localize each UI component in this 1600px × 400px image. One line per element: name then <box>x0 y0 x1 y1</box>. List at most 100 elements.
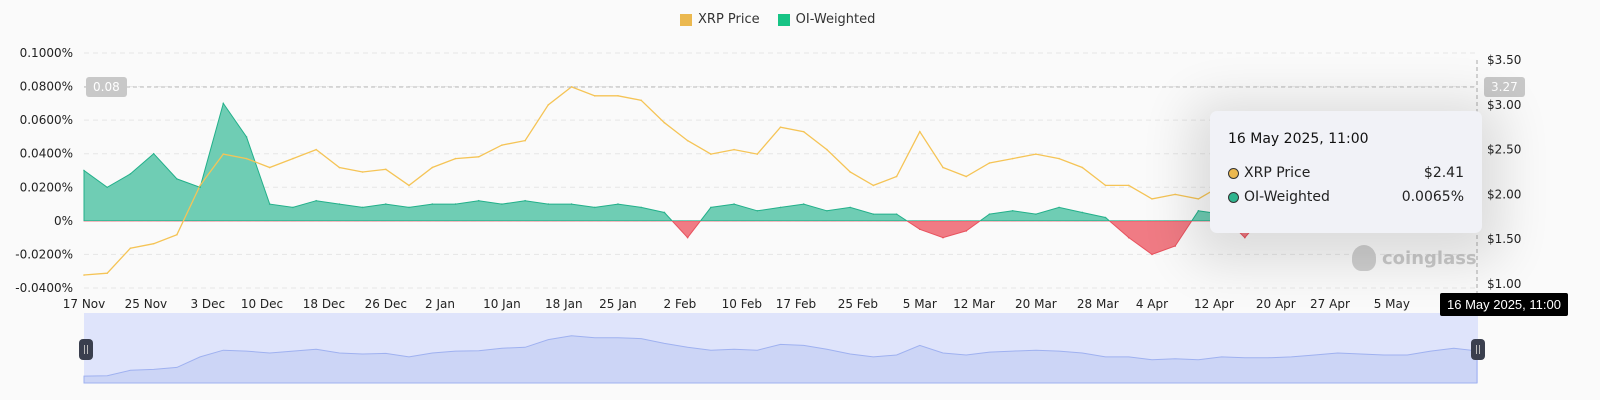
y-left-tick-label: 0.0200% <box>20 180 73 194</box>
xrp-price-point <box>222 153 225 155</box>
oi-weighted-point <box>593 206 596 209</box>
navigator-left-handle[interactable] <box>79 339 93 360</box>
y-left-tick-label: 0.1000% <box>20 46 73 60</box>
oi-weighted-point <box>617 203 619 205</box>
x-tick-label: 18 Dec <box>303 297 345 311</box>
x-tick-label: 10 Jan <box>483 297 521 311</box>
x-tick-label: 4 Apr <box>1136 297 1168 311</box>
y-right-tick-label: $1.50 <box>1487 232 1521 246</box>
x-tick-label: 3 Dec <box>190 297 225 311</box>
y-right-tick-label: $3.50 <box>1487 53 1521 67</box>
x-tick-label: 25 Feb <box>838 297 878 311</box>
legend-item-xrp-price[interactable]: XRP Price <box>680 12 760 27</box>
crosshair-x-label: 16 May 2025, 11:00 <box>1440 293 1568 316</box>
oi-weighted-point <box>1104 216 1107 219</box>
oi-weighted-point <box>547 203 550 205</box>
crosshair-left-label: 0.08 <box>86 77 127 97</box>
xrp-price-dot-icon <box>1228 167 1239 179</box>
tooltip-row-xrp-price: XRP Price $2.41 <box>1228 165 1464 181</box>
navigator-series <box>83 335 1478 384</box>
x-tick-label: 2 Jan <box>425 297 455 311</box>
oi-weighted-point <box>1244 236 1246 239</box>
oi-weighted-point <box>942 236 944 239</box>
xrp-price-point <box>942 166 944 169</box>
x-tick-label: 5 Mar <box>903 297 937 311</box>
x-tick-label: 5 May <box>1374 297 1410 311</box>
oi-weighted-point <box>1035 213 1037 215</box>
oi-weighted-point <box>1127 236 1130 239</box>
tooltip-label: OI-Weighted <box>1244 189 1330 205</box>
xrp-price-point <box>501 144 503 146</box>
xrp-price-point <box>454 157 457 160</box>
xrp-price-point <box>1058 157 1060 160</box>
tooltip-label: XRP Price <box>1244 165 1311 181</box>
navigator[interactable] <box>79 313 1485 384</box>
oi-weighted-point <box>222 102 225 105</box>
oi-weighted-point <box>1174 245 1176 247</box>
oi-weighted-point <box>431 203 434 205</box>
x-tick-label: 20 Apr <box>1256 297 1296 311</box>
coinglass-watermark: coinglass <box>1352 245 1477 271</box>
xrp-price-point <box>988 162 991 164</box>
oi-weighted-point <box>710 206 712 209</box>
xrp-price-point <box>779 126 782 128</box>
oi-weighted-point <box>965 230 968 232</box>
xrp-price-point <box>1151 198 1153 200</box>
x-tick-label: 25 Nov <box>125 297 168 311</box>
xrp-price-point <box>802 130 805 133</box>
oi-weighted-point <box>1058 206 1060 209</box>
watermark-text: coinglass <box>1382 247 1477 269</box>
x-tick-label: 10 Feb <box>722 297 762 311</box>
x-tick-label: 26 Dec <box>365 297 407 311</box>
xrp-price-point <box>710 153 712 155</box>
oi-weighted-point <box>477 199 480 202</box>
oi-weighted-point <box>245 136 248 138</box>
oi-weighted-point <box>570 203 573 205</box>
y-left-tick-label: 0% <box>54 214 73 228</box>
xrp-price-point <box>849 171 851 173</box>
oi-weighted-point <box>199 186 201 189</box>
tooltip: 16 May 2025, 11:00 XRP Price $2.41 OI-Wei… <box>1210 111 1482 233</box>
oi-weighted-point <box>501 203 503 205</box>
xrp-price-point <box>129 247 132 249</box>
oi-weighted-point <box>338 203 341 205</box>
oi-weighted-point <box>268 203 271 205</box>
tooltip-value: $2.41 <box>1423 165 1464 181</box>
xrp-price-point <box>686 139 689 142</box>
xrp-price-point <box>1081 166 1084 169</box>
oi-weighted-point <box>895 213 898 215</box>
oi-weighted-point <box>83 169 85 172</box>
oi-weighted-point <box>1197 209 1200 212</box>
xrp-price-point <box>593 95 596 97</box>
x-tick-label: 28 Mar <box>1077 297 1119 311</box>
x-tick-label: 18 Jan <box>545 297 583 311</box>
oi-weighted-point <box>826 209 828 212</box>
legend-item-oi-weighted[interactable]: OI-Weighted <box>777 12 875 27</box>
xrp-price-point <box>1011 157 1014 160</box>
legend-swatch <box>680 13 692 26</box>
y-left-tick-label: 0.0400% <box>20 147 73 161</box>
xrp-price-point <box>361 171 364 173</box>
xrp-price-point <box>1127 184 1130 187</box>
oi-weighted-point <box>640 206 642 209</box>
xrp-price-point <box>826 148 828 151</box>
y-left-tick-label: 0.0600% <box>20 113 73 127</box>
navigator-right-handle[interactable] <box>1471 339 1485 360</box>
xrp-price-point <box>152 242 155 245</box>
xrp-price-point <box>83 274 85 276</box>
x-tick-label: 10 Dec <box>241 297 283 311</box>
oi-weighted-negative-area <box>83 221 1478 255</box>
oi-weighted-point <box>152 152 155 155</box>
x-tick-label: 27 Apr <box>1310 297 1350 311</box>
oi-weighted-point <box>849 206 851 209</box>
xrp-price-point <box>292 157 294 160</box>
legend: XRP Price OI-Weighted <box>680 12 875 27</box>
oi-weighted-point <box>756 209 759 212</box>
y-left-tick-label: -0.0200% <box>15 247 73 261</box>
xrp-price-point <box>872 184 875 187</box>
xrp-price-point <box>477 155 480 158</box>
xrp-price-point <box>965 175 968 178</box>
x-tick-label: 2 Feb <box>664 297 697 311</box>
xrp-price-point <box>640 99 642 102</box>
